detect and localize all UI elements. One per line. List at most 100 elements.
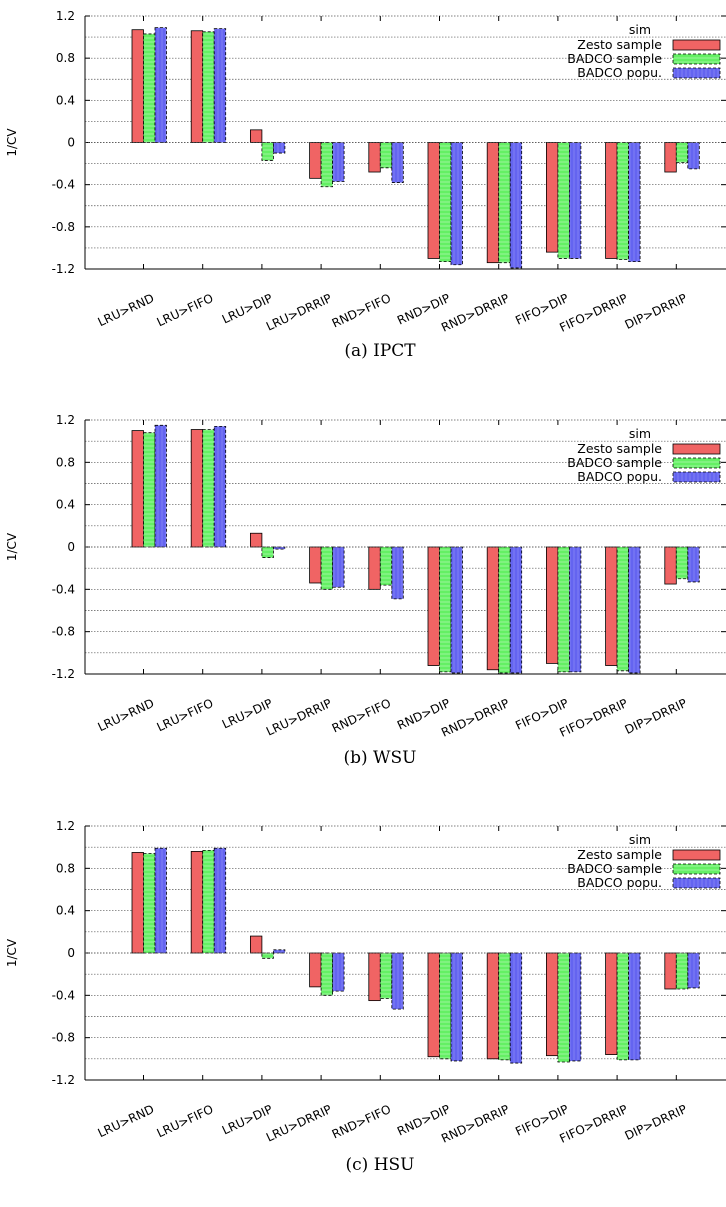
chart-panel-3: 1.2 0.8 0.4 0 -0.4 -0.8 -1.2 1/CV LRU>RNDLRU>FIF… bbox=[5, 819, 726, 1175]
bar-badco-popu--rnd-dip bbox=[450, 142, 463, 266]
legend-label: Zesto sample bbox=[577, 441, 662, 456]
y-tick-label: 0.8 bbox=[56, 455, 75, 469]
bar-badco-sample-lru-fifo bbox=[202, 31, 215, 143]
legend-label: BADCO popu. bbox=[577, 875, 662, 890]
bar-zesto-sample-dip-drrip bbox=[664, 952, 677, 990]
bar-zesto-sample-fifo-dip bbox=[546, 142, 559, 253]
legend-swatch bbox=[672, 53, 721, 65]
y-tick-label: 0 bbox=[67, 946, 75, 960]
bar-zesto-sample-lru-dip bbox=[249, 129, 263, 143]
bar-zesto-sample-lru-rnd bbox=[131, 852, 144, 954]
x-tick-label: RND>FIFO bbox=[330, 696, 393, 735]
x-tick-label: RND>DRRIP bbox=[439, 1102, 511, 1146]
x-tick-label: LRU>DRRIP bbox=[264, 1102, 334, 1145]
bar-zesto-sample-fifo-drrip bbox=[605, 142, 618, 259]
bar-badco-sample-fifo-drrip bbox=[616, 546, 629, 672]
bar-badco-sample-fifo-dip bbox=[557, 952, 570, 1063]
bar-badco-sample-lru-rnd bbox=[143, 853, 156, 954]
legend-swatch bbox=[672, 39, 721, 51]
bar-badco-popu--rnd-drrip bbox=[509, 952, 523, 1064]
y-tick-label: 0.4 bbox=[56, 498, 75, 512]
legend-label: Zesto sample bbox=[577, 37, 662, 52]
legend-label: BADCO sample bbox=[567, 51, 662, 66]
bar-badco-sample-fifo-dip bbox=[557, 142, 570, 259]
bar-zesto-sample-rnd-drrip bbox=[486, 142, 500, 264]
bar-zesto-sample-rnd-drrip bbox=[486, 546, 500, 671]
x-tick-label: RND>FIFO bbox=[330, 1102, 393, 1141]
bar-badco-popu--lru-rnd bbox=[154, 27, 167, 143]
y-tick-label: 0.4 bbox=[56, 904, 75, 918]
bar-badco-popu--rnd-dip bbox=[450, 546, 463, 674]
bar-badco-popu--lru-fifo bbox=[213, 847, 227, 954]
bar-zesto-sample-rnd-fifo bbox=[368, 546, 381, 590]
bar-badco-sample-rnd-fifo bbox=[379, 546, 393, 586]
bar-badco-sample-dip-drrip bbox=[675, 142, 689, 163]
y-tick-label: -0.4 bbox=[52, 178, 75, 192]
y-tick-label: 0 bbox=[67, 540, 75, 554]
x-tick-label: FIFO>DRRIP bbox=[557, 291, 630, 335]
bar-zesto-sample-rnd-dip bbox=[427, 142, 440, 259]
y-tick-label: 1.2 bbox=[56, 9, 75, 23]
y-axis-label: 1/CV bbox=[5, 938, 19, 967]
legend-label: Zesto sample bbox=[577, 847, 662, 862]
x-tick-label: FIFO>DRRIP bbox=[557, 1102, 630, 1146]
bar-zesto-sample-lru-fifo bbox=[190, 429, 204, 548]
bar-badco-sample-lru-rnd bbox=[143, 33, 156, 143]
bar-badco-sample-lru-rnd bbox=[143, 432, 156, 548]
bar-badco-sample-lru-dip bbox=[261, 142, 274, 161]
bar-badco-popu--lru-dip bbox=[272, 142, 286, 154]
bar-badco-sample-rnd-drrip bbox=[498, 142, 511, 264]
x-tick-label: LRU>FIFO bbox=[155, 696, 216, 734]
x-tick-label: FIFO>DRRIP bbox=[557, 696, 630, 740]
bar-zesto-sample-lru-rnd bbox=[131, 29, 144, 143]
bar-badco-popu--rnd-fifo bbox=[391, 546, 404, 600]
x-tick-label: DIP>DRRIP bbox=[623, 1102, 689, 1143]
bar-badco-popu--fifo-drrip bbox=[628, 142, 641, 263]
x-tick-label: RND>DRRIP bbox=[439, 291, 511, 335]
bar-badco-sample-lru-drrip bbox=[320, 952, 334, 996]
bar-badco-popu--fifo-drrip bbox=[628, 546, 641, 674]
bar-badco-sample-lru-drrip bbox=[320, 142, 334, 188]
y-tick-label: 1.2 bbox=[56, 819, 75, 833]
bar-badco-popu--rnd-drrip bbox=[509, 546, 523, 674]
y-tick-label: -0.8 bbox=[52, 220, 75, 234]
y-axis-label: 1/CV bbox=[5, 532, 19, 561]
bar-badco-popu--dip-drrip bbox=[687, 952, 700, 989]
bar-badco-sample-fifo-drrip bbox=[616, 952, 629, 1061]
bar-badco-popu--lru-dip bbox=[272, 546, 286, 550]
bar-badco-sample-rnd-dip bbox=[439, 952, 452, 1060]
bar-badco-popu--fifo-dip bbox=[569, 546, 582, 673]
bar-badco-sample-rnd-fifo bbox=[379, 952, 393, 999]
y-tick-label: -0.4 bbox=[52, 582, 75, 596]
bar-zesto-sample-fifo-dip bbox=[546, 952, 559, 1057]
bar-badco-popu--rnd-dip bbox=[450, 952, 463, 1062]
legend-swatch bbox=[672, 457, 721, 469]
bar-zesto-sample-rnd-dip bbox=[427, 546, 440, 666]
chart-caption: (b) WSU bbox=[344, 748, 417, 768]
legend-swatch bbox=[672, 863, 721, 875]
bar-badco-sample-rnd-fifo bbox=[379, 142, 393, 169]
y-tick-label: 1.2 bbox=[56, 413, 75, 427]
bar-zesto-sample-lru-fifo bbox=[190, 30, 204, 143]
bar-badco-sample-lru-dip bbox=[261, 952, 274, 959]
chart-panel-1: 1.2 0.8 0.4 0 -0.4 -0.8 -1.2 1/CV LRU>RNDLRU>FIF… bbox=[5, 9, 726, 361]
bar-zesto-sample-fifo-drrip bbox=[605, 546, 618, 666]
chart-caption: (a) IPCT bbox=[344, 341, 416, 361]
legend-title: sim bbox=[629, 832, 651, 847]
bar-zesto-sample-fifo-dip bbox=[546, 546, 559, 664]
bar-zesto-sample-lru-drrip bbox=[309, 952, 322, 988]
legend-swatch bbox=[672, 849, 721, 861]
bar-badco-sample-lru-fifo bbox=[202, 429, 215, 548]
bar-badco-sample-rnd-drrip bbox=[498, 546, 511, 674]
bar-zesto-sample-lru-fifo bbox=[190, 851, 204, 954]
bar-badco-popu--lru-drrip bbox=[332, 952, 345, 992]
y-axis-label: 1/CV bbox=[5, 128, 19, 157]
y-tick-label: -0.8 bbox=[52, 1031, 75, 1045]
bar-zesto-sample-lru-drrip bbox=[309, 142, 322, 179]
y-tick-label: -1.2 bbox=[52, 1073, 75, 1087]
bar-badco-popu--lru-dip bbox=[272, 949, 286, 954]
bar-badco-popu--fifo-dip bbox=[569, 142, 582, 259]
